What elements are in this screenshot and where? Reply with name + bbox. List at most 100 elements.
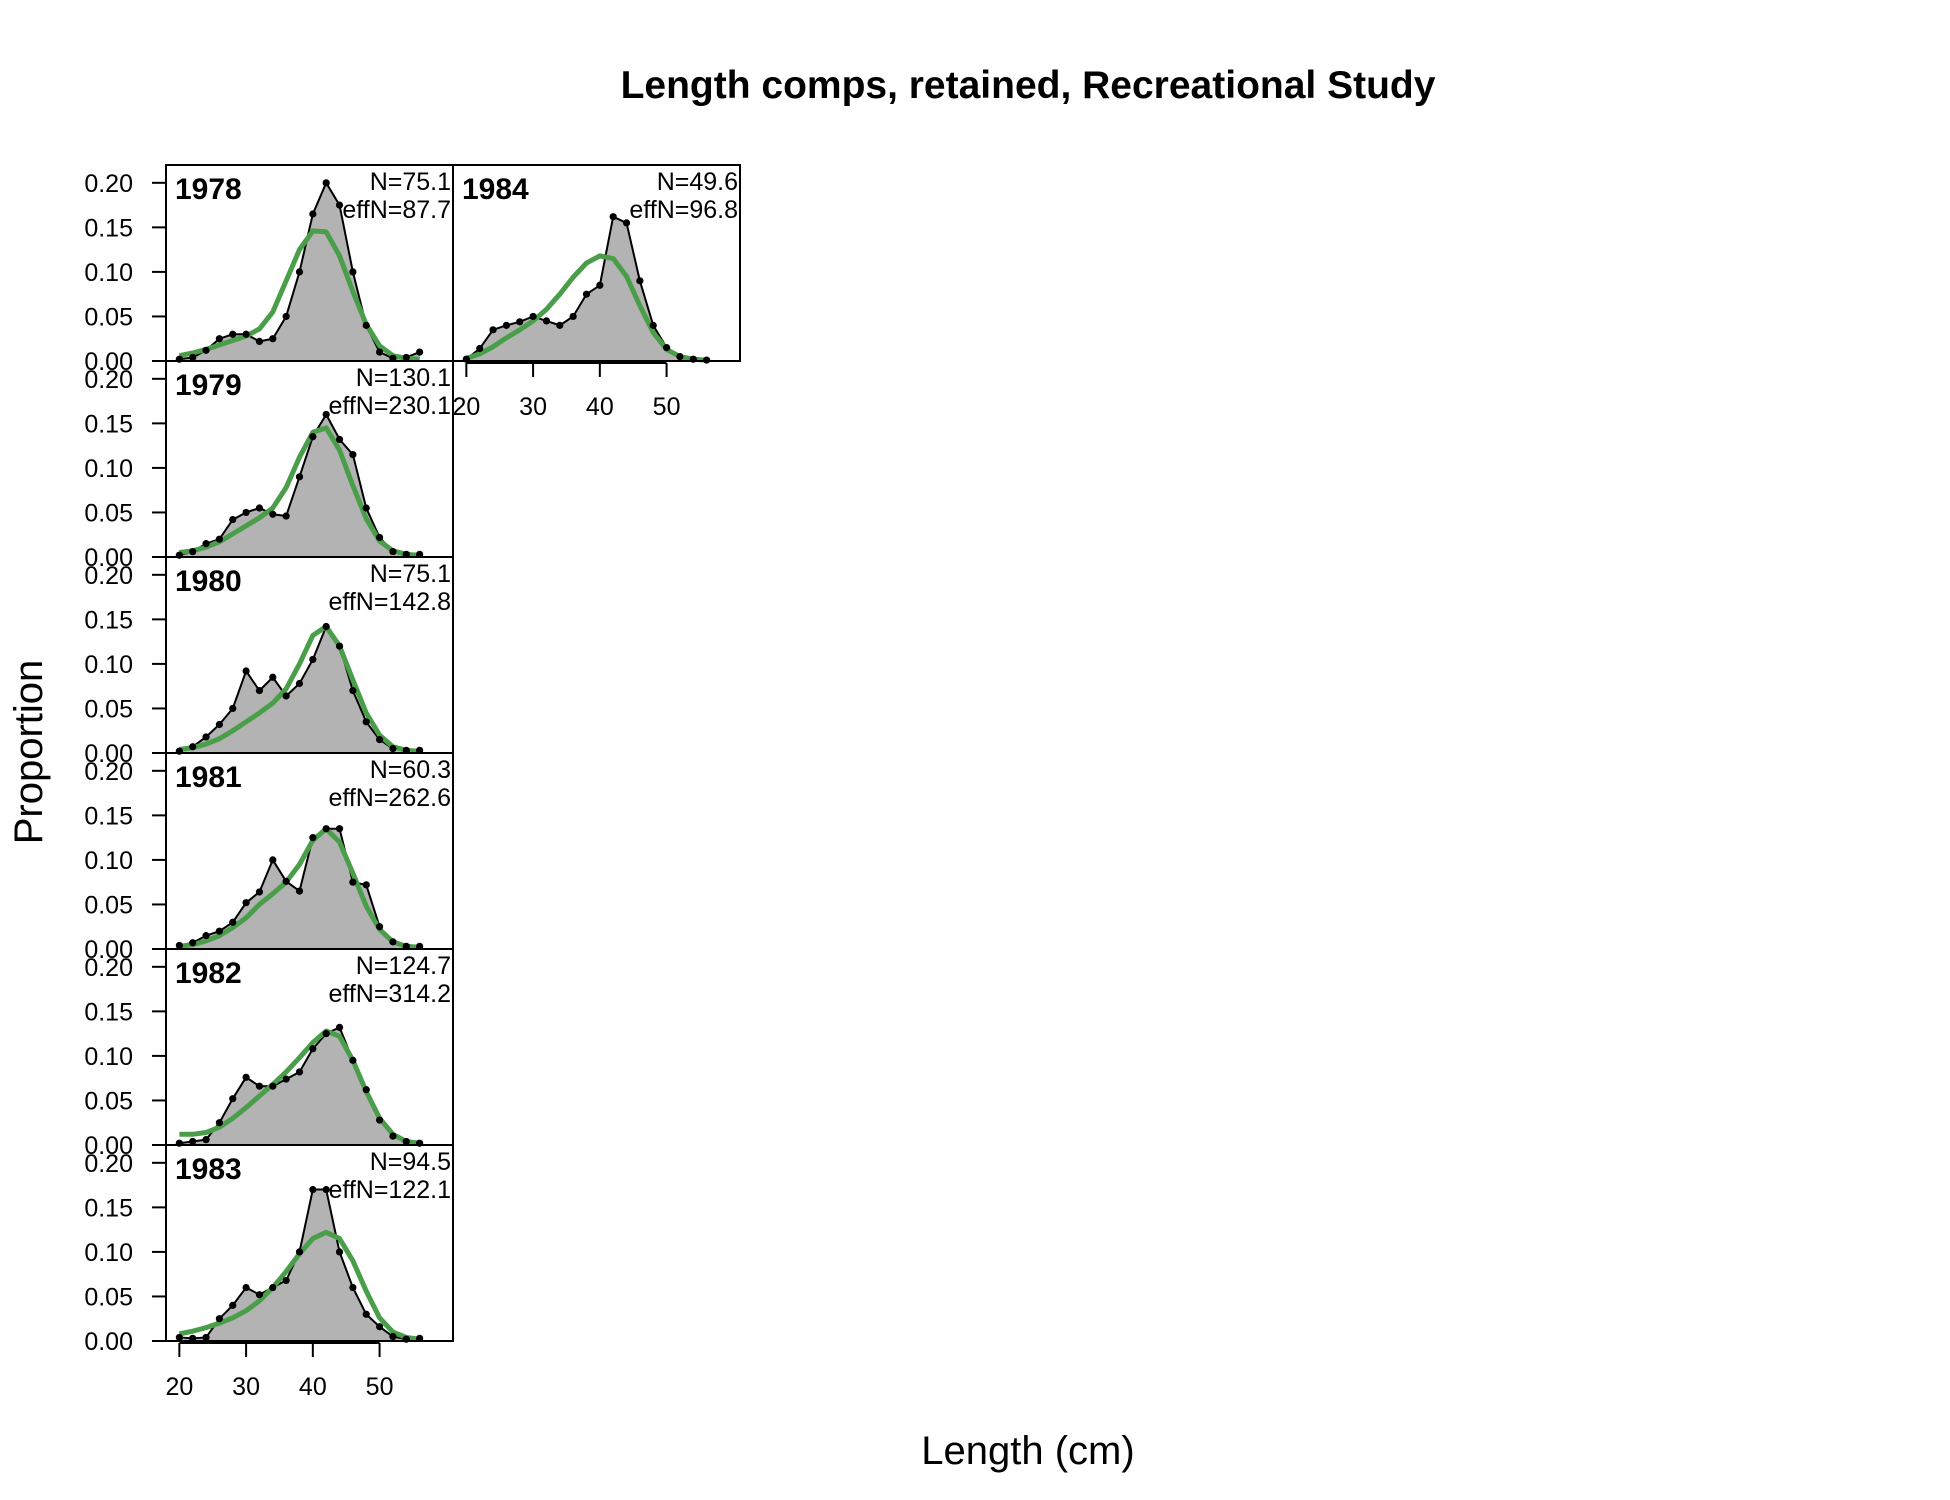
observed-point [489,326,497,334]
observed-point [335,642,344,650]
observed-point [335,1023,344,1031]
observed-point [335,435,344,443]
observed-point [202,733,210,741]
observed-point [255,888,264,896]
panel-effn-label: effN=230.1 [328,392,451,420]
observed-point [375,1116,384,1124]
observed-point [375,533,384,542]
observed-point [529,312,537,321]
observed-point [309,1185,317,1194]
x-tick-label: 30 [519,393,547,421]
observed-point [269,510,277,518]
y-tick-label: 0.00 [84,936,133,964]
y-tick-label: 0.05 [84,1283,133,1311]
observed-point [295,1068,304,1076]
observed-point [202,1333,210,1342]
y-tick-label: 0.15 [84,998,133,1026]
observed-point [242,899,250,907]
panel-effn-label: effN=262.6 [328,784,451,812]
observed-point [269,1082,277,1090]
observed-point [189,548,197,556]
y-tick-label: 0.00 [84,740,133,768]
observed-point [282,312,290,321]
observed-point [362,1086,370,1094]
observed-point [349,268,357,276]
observed-point [215,1315,223,1323]
y-tick-label: 0.05 [84,303,133,331]
y-tick-label: 0.05 [84,695,133,723]
y-tick-label: 0.10 [84,259,133,287]
y-tick-label: 0.00 [84,348,133,376]
observed-point [229,918,237,926]
observed-area [179,414,420,557]
observed-point [516,318,524,326]
panel-n-label: N=75.1 [370,560,451,588]
observed-point [335,825,344,833]
observed-point [649,321,657,329]
observed-point [349,687,357,695]
y-tick-label: 0.00 [84,1328,133,1356]
observed-point [269,1283,277,1292]
y-tick-label: 0.20 [84,562,133,590]
observed-point [309,1045,317,1053]
y-tick-label: 0.05 [84,891,133,919]
observed-point [189,353,197,362]
observed-point [269,335,277,343]
observed-point [322,825,330,833]
y-tick-label: 0.10 [84,1043,133,1071]
observed-point [229,515,237,524]
observed-point [282,1075,290,1083]
observed-point [242,508,250,517]
observed-point [416,348,424,356]
observed-point [662,344,671,352]
observed-point [542,317,551,325]
observed-point [502,321,510,329]
observed-point [255,504,264,512]
observed-point [309,210,317,218]
observed-point [362,881,370,889]
observed-point [242,1073,250,1081]
panel-frame [452,164,741,362]
y-tick-label: 0.15 [84,802,133,830]
y-tick-label: 0.10 [84,1239,133,1267]
observed-point [349,1056,357,1064]
observed-point [556,321,564,329]
panel-year-label: 1984 [462,173,529,206]
panel-effn-label: effN=314.2 [328,980,451,1008]
panel-frame [165,1144,454,1342]
panel-n-label: N=130.1 [356,364,451,392]
observed-point [622,219,631,227]
y-tick-label: 0.15 [84,606,133,634]
observed-point [202,1136,210,1144]
panel-effn-label: effN=142.8 [328,588,451,616]
observed-point [215,335,223,343]
chart-title: Length comps, retained, Recreational Stu… [621,64,1436,107]
y-tick-label: 0.20 [84,366,133,394]
observed-point [282,512,290,520]
panel-year-label: 1983 [175,1153,242,1186]
expected-line [178,228,420,362]
observed-point [242,667,250,675]
y-tick-label: 0.00 [84,544,133,572]
y-tick-label: 0.20 [84,954,133,982]
observed-point [389,548,397,556]
x-tick-label: 20 [165,1373,193,1401]
y-tick-label: 0.10 [84,651,133,679]
panel-year-label: 1982 [175,957,242,990]
observed-point [242,1283,250,1292]
observed-point [322,410,330,419]
y-tick-label: 0.20 [84,1150,133,1178]
observed-area [179,828,420,949]
y-tick-label: 0.20 [84,758,133,786]
observed-point [309,433,317,441]
observed-point [255,1291,264,1299]
observed-point [362,321,370,329]
observed-point [215,535,223,543]
observed-point [322,1185,330,1194]
